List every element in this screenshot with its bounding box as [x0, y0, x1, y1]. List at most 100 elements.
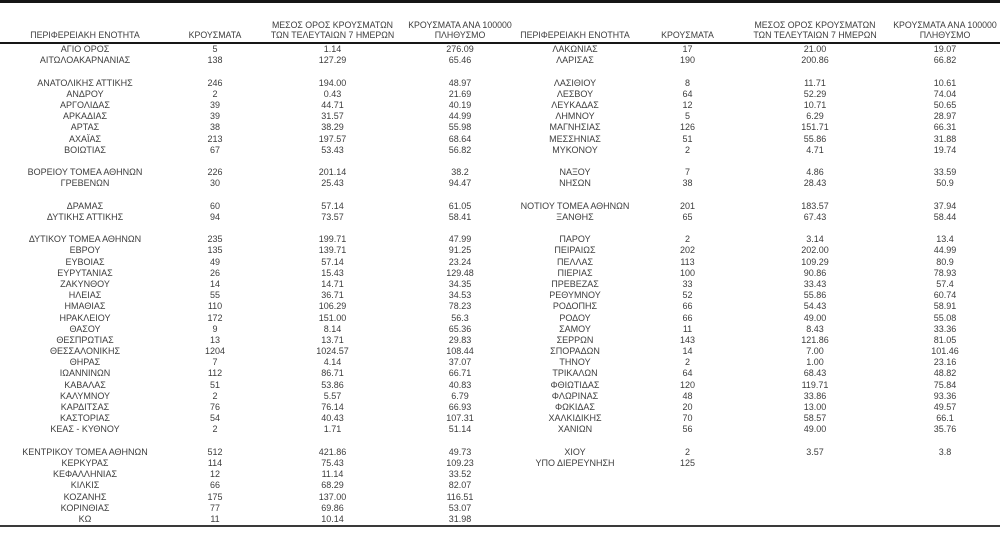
per100k-cell: 51.14: [448, 424, 472, 435]
per100k-cell: [405, 156, 515, 167]
per100k-cell: 49.73: [448, 446, 472, 457]
per100k-cell: 49.57: [933, 402, 957, 412]
region-name-cell: ΤΡΙΚΑΛΩΝ: [552, 368, 598, 379]
per100k-cell: 66.71: [448, 368, 472, 379]
region-name-cell: [0, 156, 170, 167]
per100k-cell: 56.82: [448, 144, 472, 155]
bottom-border-rule: [0, 525, 1000, 528]
per100k-cell: 81.05: [933, 334, 957, 345]
avg7-cell: 106.29: [318, 301, 347, 312]
avg7-cell: 194.00: [318, 77, 347, 88]
region-name-cell: ΘΕΣΣΑΛΟΝΙΚΗΣ: [49, 346, 121, 357]
avg7-cell: 58.57: [803, 413, 827, 424]
table-row: ΔΥΤΙΚΟΥ ΤΟΜΕΑ ΑΘΗΝΩΝ 235 199.71 47.99 ΠΑΡΟΥ 2…: [0, 234, 1000, 245]
per100k-cell: [890, 156, 1000, 167]
per100k-cell: 40.19: [448, 99, 472, 110]
avg7-cell: 11.14: [321, 469, 344, 480]
per100k-cell: 48.82: [933, 368, 957, 379]
per100k-cell: 48.97: [448, 77, 472, 88]
avg7-cell: 52.29: [803, 88, 827, 99]
per100k-cell: [890, 223, 1000, 234]
avg7-cell: 8.43: [806, 323, 824, 334]
per100k-cell: 33.52: [448, 469, 472, 480]
cases-cell: 126: [679, 122, 696, 133]
per100k-cell: 31.88: [933, 133, 957, 144]
cases-cell: 66: [682, 312, 693, 323]
table-row: ΑΙΤΩΛΟΑΚΑΡΝΑΝΙΑΣ 138 127.29 65.46 ΛΑΡΙΣΑΣ 190…: [0, 55, 1000, 66]
region-name-cell: ΛΕΣΒΟΥ: [556, 88, 594, 99]
avg7-cell: 38.29: [321, 122, 344, 133]
per100k-cell: 44.99: [448, 111, 472, 122]
avg7-cell: 4.14: [323, 357, 342, 368]
cases-cell: [635, 503, 740, 514]
region-name-cell: ΧΙΟΥ: [564, 446, 586, 457]
region-name-cell: ΚΙΛΚΙΣ: [70, 480, 100, 491]
table-row: ΙΩΑΝΝΙΝΩΝ 112 86.71 66.71 ΤΡΙΚΑΛΩΝ 64 68.43 48.…: [0, 368, 1000, 379]
region-name-cell: ΚΕΝΤΡΙΚΟΥ ΤΟΜΕΑ ΑΘΗΝΩΝ: [22, 446, 148, 457]
per100k-cell: 55.08: [933, 312, 957, 323]
cases-cell: 135: [207, 245, 223, 256]
avg7-cell: [740, 514, 890, 525]
table-row: ΘΕΣΣΑΛΟΝΙΚΗΣ 1204 1024.57 108.44 ΣΠΟΡΑΔΩΝ 14 7…: [0, 346, 1000, 357]
region-name-cell: ΚΟΖΑΝΗΣ: [63, 491, 107, 502]
header-per100k-left-line2: ΠΛΗΘΥΣΜΟ: [434, 30, 486, 40]
region-name-cell: ΔΥΤΙΚΗΣ ΑΤΤΙΚΗΣ: [46, 211, 124, 222]
table-row: ΕΥΒΟΙΑΣ 49 57.14 23.24 ΠΕΛΛΑΣ 113 109.29 80.9: [0, 257, 1000, 268]
per100k-cell: 58.91: [933, 301, 957, 312]
table-row: ΒΟΡΕΙΟΥ ΤΟΜΕΑ ΑΘΗΝΩΝ 226 201.14 38.2 ΝΑΞΟΥ 7 4…: [0, 167, 1000, 178]
avg7-cell: 55.86: [803, 133, 827, 144]
per100k-cell: 116.51: [446, 491, 474, 502]
cases-cell: 5: [212, 44, 218, 54]
avg7-cell: 139.71: [318, 245, 347, 256]
region-name-cell: ΠΙΕΡΙΑΣ: [557, 267, 593, 278]
avg7-cell: 421.86: [318, 446, 347, 457]
table-row: ΕΒΡΟΥ 135 139.71 91.25 ΠΕΙΡΑΙΩΣ 202 202.00 44.9…: [0, 245, 1000, 256]
cases-cell: 2: [684, 234, 690, 245]
region-name-cell: ΕΥΡΥΤΑΝΙΑΣ: [57, 267, 113, 278]
region-name-cell: ΗΜΑΘΙΑΣ: [64, 301, 106, 312]
cases-cell: [635, 66, 740, 77]
region-name-cell: ΧΑΝΙΩΝ: [557, 424, 593, 435]
per100k-cell: 33.59: [933, 167, 957, 178]
region-name-cell: ΔΡΑΜΑΣ: [66, 200, 104, 211]
region-name-cell: ΡΟΔΟΠΗΣ: [552, 301, 598, 312]
avg7-cell: 73.57: [321, 211, 344, 222]
region-name-cell: ΠΑΡΟΥ: [559, 234, 591, 245]
cases-cell: 110: [207, 301, 223, 312]
region-name-cell: ΜΥΚΟΝΟΥ: [552, 144, 598, 155]
table-row: ΑΓΙΟ ΟΡΟΣ 5 1.14 276.09 ΛΑΚΩΝΙΑΣ 17 21.00 19.07: [0, 44, 1000, 55]
cases-cell: 76: [209, 402, 220, 412]
per100k-cell: 55.98: [448, 122, 472, 133]
per100k-cell: 21.69: [448, 88, 472, 99]
table-row: ΚΑΒΑΛΑΣ 51 53.86 40.83 ΦΘΙΩΤΙΔΑΣ 120 119.71 75.…: [0, 380, 1000, 391]
cases-cell: 94: [209, 211, 220, 222]
table-row: ΑΧΑΪΑΣ 213 197.57 68.64 ΜΕΣΣΗΝΙΑΣ 51 55.86 31.8…: [0, 134, 1000, 145]
region-name-cell: ΦΛΩΡΙΝΑΣ: [551, 390, 599, 401]
cases-cell: [635, 156, 740, 167]
per100k-cell: 101.46: [931, 346, 959, 357]
cases-cell: 65: [682, 211, 693, 222]
per100k-cell: 34.35: [448, 278, 472, 289]
region-name-cell: ΣΕΡΡΩΝ: [556, 334, 594, 345]
per100k-cell: 66.82: [933, 55, 957, 66]
region-name-cell: ΠΕΙΡΑΙΩΣ: [554, 245, 596, 256]
per100k-cell: 19.07: [933, 44, 957, 54]
region-name-cell: [0, 436, 170, 447]
avg7-cell: 33.43: [803, 278, 827, 289]
per100k-cell: 53.07: [448, 502, 472, 513]
region-name-cell: [515, 514, 635, 525]
region-name-cell: [515, 223, 635, 234]
cases-cell: [635, 189, 740, 200]
avg7-cell: [740, 156, 890, 167]
region-name-cell: ΝΑΞΟΥ: [559, 167, 591, 178]
region-name-cell: [515, 436, 635, 447]
cases-cell: 26: [209, 267, 220, 278]
avg7-cell: [740, 469, 890, 480]
per100k-cell: 74.04: [933, 88, 957, 99]
region-name-cell: ΝΟΤΙΟΥ ΤΟΜΕΑ ΑΘΗΝΩΝ: [520, 200, 630, 211]
region-name-cell: ΗΛΕΙΑΣ: [68, 290, 102, 301]
region-name-cell: [0, 223, 170, 234]
per100k-cell: [405, 66, 515, 77]
cases-cell: 48: [682, 390, 693, 401]
cases-cell: 64: [682, 88, 693, 99]
